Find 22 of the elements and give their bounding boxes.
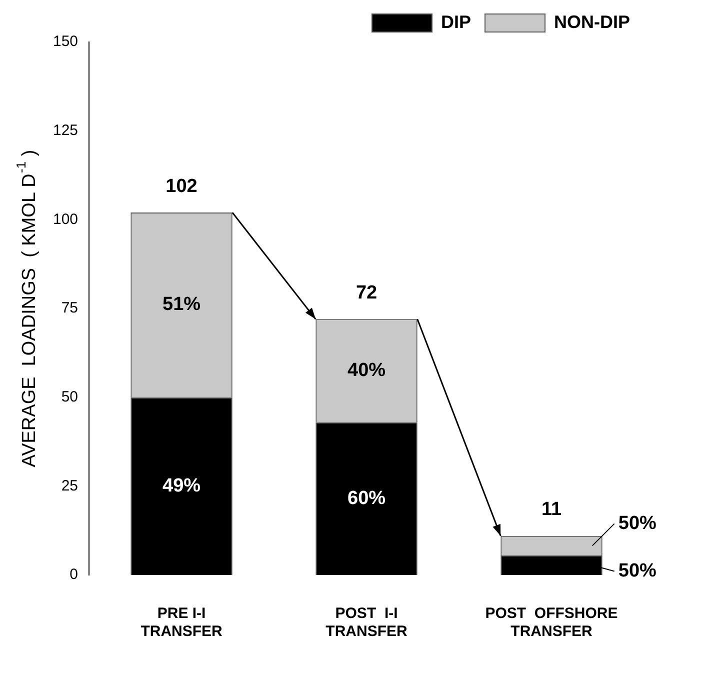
annotation: 49% [162, 475, 201, 496]
annotation: 60% [348, 488, 386, 509]
annotation: 51% [162, 294, 201, 316]
annotation: 50% [618, 560, 657, 582]
y-tick-label: 25 [61, 477, 78, 494]
y-tick-label: 0 [70, 566, 78, 584]
annotation: 40% [348, 360, 386, 381]
x-tick-label: POST I-I TRANSFER [326, 605, 408, 640]
y-tick-label: 100 [52, 210, 78, 228]
legend-label: DIP [440, 12, 472, 32]
y-tick-label: 50 [61, 388, 78, 406]
total-label: 11 [541, 499, 562, 520]
legend-label: NON-DIP [554, 12, 630, 32]
annotation: 50% [618, 512, 657, 534]
x-tick-label: PRE I-I TRANSFER [140, 605, 223, 640]
y-tick-label: 125 [52, 122, 78, 139]
y-tick-label: 150 [52, 33, 78, 50]
x-tick-label: POST OFFSHORE TRANSFER [485, 605, 618, 640]
y-tick-label: 75 [61, 300, 78, 317]
total-label: 72 [356, 282, 378, 304]
total-label: 102 [166, 176, 198, 197]
y-axis-title: AVERAGE LOADINGS ( KMOL D-1 ) [14, 150, 40, 468]
